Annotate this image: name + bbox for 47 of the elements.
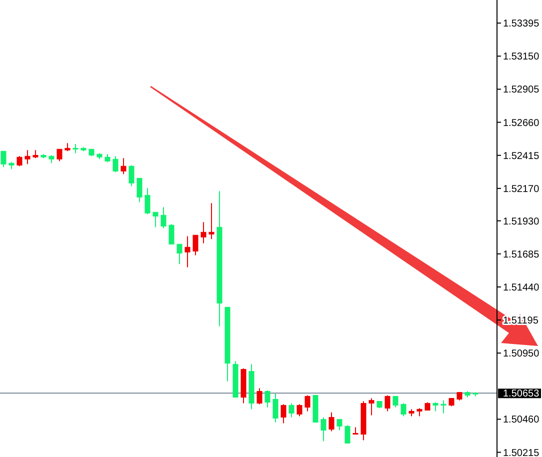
- candlestick: [176, 244, 182, 265]
- candlestick: [400, 402, 406, 417]
- candlestick: [184, 236, 190, 268]
- candlestick: [256, 388, 262, 405]
- candlestick: [336, 418, 342, 431]
- y-tick-label: 1.53150: [503, 52, 540, 63]
- candlestick: [440, 400, 446, 414]
- candlestick: [72, 144, 78, 154]
- candlestick: [200, 222, 206, 244]
- candlestick: [296, 404, 302, 417]
- candlestick: [16, 156, 22, 167]
- candlestick: [368, 398, 374, 416]
- candlestick: [168, 224, 174, 245]
- candlestick: [272, 392, 278, 423]
- candlestick: [128, 164, 134, 187]
- y-tick-label: 1.52905: [503, 84, 540, 96]
- candlestick: [264, 390, 270, 408]
- candlestick: [152, 212, 158, 228]
- y-tick-label: 1.50215: [503, 448, 540, 457]
- candlestick: [304, 394, 310, 412]
- candlestick: [144, 188, 150, 215]
- ref-line-label: 1.50653: [503, 388, 540, 400]
- candlestick: [384, 394, 390, 412]
- y-tick-label: 1.53395: [503, 18, 540, 30]
- candlestick: [56, 148, 62, 162]
- y-tick-label: 1.51440: [503, 282, 540, 294]
- candlestick: [328, 412, 334, 432]
- candlestick: [320, 416, 326, 442]
- y-tick-label: 1.51930: [503, 216, 540, 228]
- candlestick: [208, 202, 214, 240]
- candlestick: [112, 156, 118, 173]
- candlestick: [344, 424, 350, 444]
- candlestick: [288, 402, 294, 418]
- candlestick: [392, 396, 398, 408]
- y-tick-label: 1.52170: [503, 184, 540, 195]
- y-tick-label: 1.50950: [503, 348, 540, 360]
- candlestick: [280, 404, 286, 424]
- y-tick-label: 1.52415: [503, 150, 540, 162]
- y-tick-label: 1.50460: [503, 414, 540, 426]
- y-tick-label: 1.52660: [503, 118, 540, 129]
- candlestick: [160, 206, 166, 229]
- candlestick: [120, 158, 126, 175]
- y-tick-label: 1.51685: [503, 249, 540, 260]
- candlestick: [0, 150, 6, 168]
- candlestick: [136, 178, 142, 203]
- candlestick: [192, 234, 198, 256]
- candlestick: [24, 150, 30, 165]
